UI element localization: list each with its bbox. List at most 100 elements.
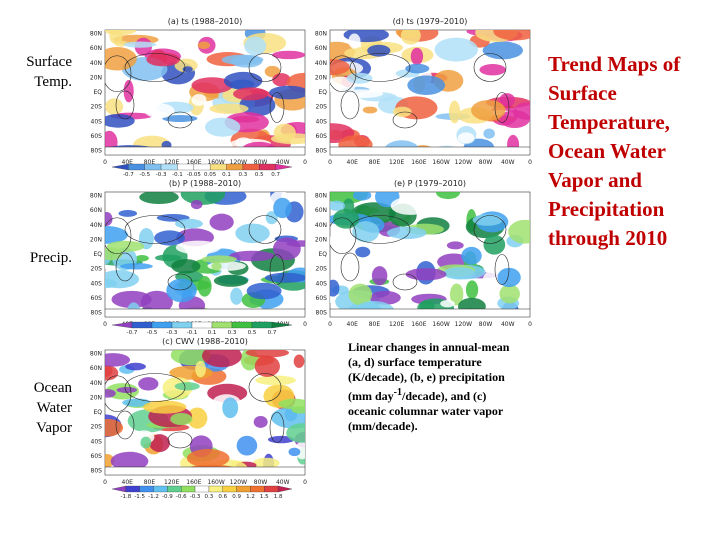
coastline <box>269 412 285 443</box>
trend-blob <box>105 365 119 381</box>
trend-blob <box>138 227 154 250</box>
latitude-label: 80S <box>316 310 328 317</box>
trend-blob <box>201 255 237 264</box>
latitude-label: 60S <box>91 133 103 140</box>
trend-blob <box>195 360 206 378</box>
latitude-label: EQ <box>318 251 327 258</box>
coastline <box>105 55 132 93</box>
longitude-label: 80W <box>254 479 268 486</box>
trend-blob <box>191 77 233 94</box>
trend-blob <box>123 79 134 103</box>
longitude-label: 120E <box>389 159 404 166</box>
trend-blob <box>443 267 476 280</box>
colorbar-label: 1.5 <box>260 494 269 500</box>
trend-blob <box>380 262 413 284</box>
trend-blob <box>272 73 291 87</box>
colorbar-segment <box>250 485 265 493</box>
trend-blob <box>346 72 373 84</box>
trend-blob <box>264 272 305 283</box>
trend-blob <box>154 254 182 262</box>
trend-blob <box>461 246 482 265</box>
colorbar-label: -0.1 <box>172 172 183 178</box>
colorbar-segment <box>111 485 126 493</box>
colorbar-label: -0.3 <box>167 330 178 336</box>
coastline <box>248 215 282 244</box>
trend-blob <box>362 106 378 114</box>
coastline <box>473 215 507 244</box>
latitude-label: 20S <box>91 424 103 431</box>
polar-band <box>105 308 305 317</box>
polar-band <box>330 146 530 155</box>
longitude-label: 160W <box>432 321 449 328</box>
trend-blob <box>221 54 264 65</box>
trend-blob <box>411 134 446 143</box>
panel-title: (d) ts (1979–2010) <box>393 17 468 26</box>
coastline <box>330 55 357 93</box>
colorbar-label: -1.8 <box>120 494 131 500</box>
coastline <box>124 373 186 402</box>
slide-title: Trend Maps of Surface Temperature, Ocean… <box>548 52 681 250</box>
colorbar-label: -0.7 <box>123 172 134 178</box>
trend-blob <box>499 110 530 129</box>
trend-blob <box>273 197 292 219</box>
longitude-label: 80W <box>479 159 493 166</box>
longitude-label: 120W <box>455 159 472 166</box>
trend-blob <box>105 418 124 437</box>
row-label: Precip. <box>29 250 72 266</box>
trend-blob <box>352 192 372 201</box>
colorbar-label: -0.6 <box>176 494 187 500</box>
map-field <box>105 350 305 475</box>
colorbar-segment <box>181 485 196 493</box>
trend-blob <box>149 434 170 453</box>
longitude-label: 0 <box>528 321 532 328</box>
colorbar-segment <box>151 321 173 329</box>
colorbar-segment <box>278 485 293 493</box>
trend-blob <box>229 250 275 262</box>
trend-blob <box>493 30 530 41</box>
latitude-label: 60N <box>315 45 327 52</box>
latitude-label: 40N <box>315 222 327 229</box>
map-field <box>330 192 530 317</box>
longitude-label: 0 <box>328 321 332 328</box>
trend-blob <box>105 113 135 128</box>
trend-blob <box>392 106 412 118</box>
trend-blob <box>175 218 203 229</box>
trend-blob <box>254 355 280 377</box>
colorbar-segment <box>264 485 279 493</box>
map-field <box>330 30 530 155</box>
longitude-label: 0 <box>103 479 107 486</box>
trend-blob <box>499 284 520 304</box>
longitude-label: 40W <box>276 479 290 486</box>
trend-blob <box>255 375 296 386</box>
trend-blob <box>180 192 226 205</box>
latitude-label: 60S <box>91 295 103 302</box>
colorbar-segment <box>231 321 253 329</box>
colorbar-label: 1.8 <box>274 494 283 500</box>
latitude-label: EQ <box>93 251 102 258</box>
colorbar-segment <box>236 485 251 493</box>
colorbar-label: -0.7 <box>127 330 138 336</box>
trend-blob <box>191 94 207 106</box>
latitude-label: 80N <box>90 31 102 38</box>
trend-blob <box>105 47 137 71</box>
colorbar-segment <box>144 163 162 171</box>
longitude-label: 40E <box>347 321 359 328</box>
trend-blob <box>123 41 157 48</box>
longitude-label: 0 <box>303 479 307 486</box>
longitude-label: 160W <box>432 159 449 166</box>
latitude-label: 40N <box>90 60 102 67</box>
colorbar-segment <box>153 485 168 493</box>
trend-blob <box>174 382 200 391</box>
trend-blob <box>497 267 521 288</box>
caption-superscript: -1 <box>393 387 403 398</box>
trend-blob <box>197 275 212 297</box>
trend-blob <box>330 234 361 247</box>
trend-blob <box>293 354 305 368</box>
trend-blob <box>139 192 179 204</box>
coastline <box>167 111 193 129</box>
longitude-label: 120W <box>455 321 472 328</box>
trend-blob <box>106 240 145 252</box>
trend-blob <box>400 30 421 45</box>
latitude-label: 40S <box>91 438 103 445</box>
